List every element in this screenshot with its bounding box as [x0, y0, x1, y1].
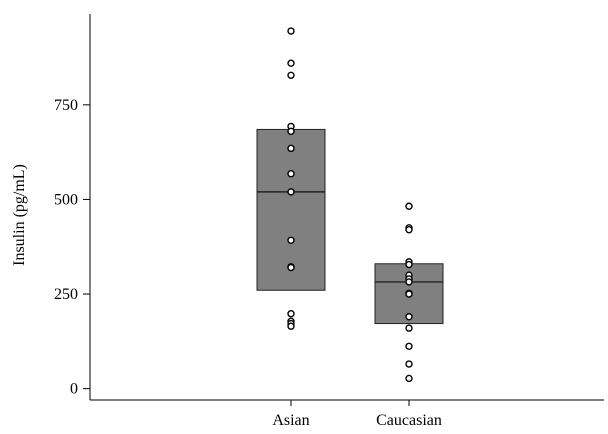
- data-point-caucasian: [405, 226, 413, 234]
- data-point-caucasian: [405, 374, 413, 383]
- data-point-caucasian: [405, 360, 413, 368]
- data-point-asian: [287, 310, 295, 318]
- x-ticks: Asian Caucasian: [272, 400, 442, 429]
- data-point-asian: [287, 127, 295, 136]
- data-point-asian: [287, 263, 295, 272]
- data-point-caucasian: [405, 278, 413, 286]
- y-tick-label: 250: [54, 286, 78, 303]
- data-point-caucasian: [405, 202, 413, 210]
- y-ticks: 0 250 500 750: [54, 97, 90, 398]
- data-point-asian: [287, 27, 295, 35]
- points-layer: [287, 27, 413, 383]
- data-point-caucasian: [405, 313, 413, 321]
- data-point-asian: [287, 236, 295, 245]
- data-point-caucasian: [405, 290, 413, 298]
- data-point-asian: [287, 71, 295, 80]
- y-tick-label: 500: [54, 191, 78, 208]
- data-point-caucasian: [405, 324, 413, 332]
- axes-layer: [89, 14, 604, 401]
- data-point-asian: [287, 322, 295, 330]
- data-point-caucasian: [405, 342, 413, 350]
- x-tick-label: Caucasian: [376, 412, 442, 429]
- data-point-asian: [287, 144, 295, 153]
- x-tick-label: Asian: [272, 412, 309, 429]
- y-axis-label: Insulin (pg/mL): [11, 164, 28, 266]
- data-point-asian: [287, 169, 295, 178]
- data-point-asian: [287, 59, 295, 67]
- y-tick-label: 750: [54, 97, 78, 114]
- boxes-layer: [256, 128, 444, 325]
- data-point-asian: [287, 188, 295, 196]
- data-point-caucasian: [405, 260, 413, 269]
- y-tick-label: 0: [70, 381, 78, 398]
